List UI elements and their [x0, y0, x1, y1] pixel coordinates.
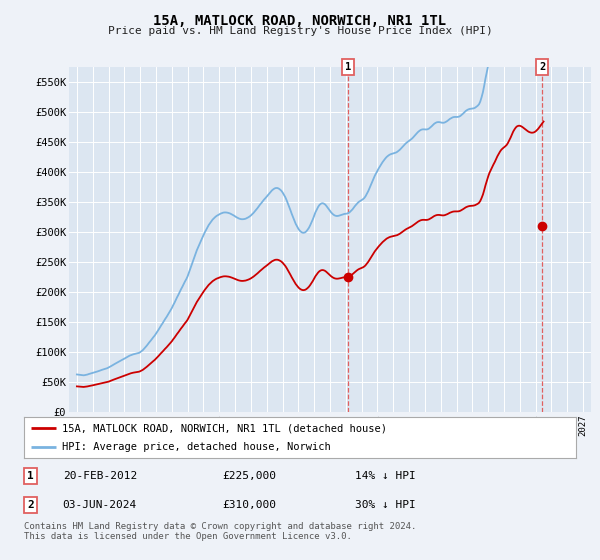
Text: 15A, MATLOCK ROAD, NORWICH, NR1 1TL: 15A, MATLOCK ROAD, NORWICH, NR1 1TL	[154, 14, 446, 28]
Text: Price paid vs. HM Land Registry's House Price Index (HPI): Price paid vs. HM Land Registry's House …	[107, 26, 493, 36]
Text: HPI: Average price, detached house, Norwich: HPI: Average price, detached house, Norw…	[62, 442, 330, 452]
Text: 20-FEB-2012: 20-FEB-2012	[62, 471, 137, 481]
Text: 1: 1	[345, 62, 351, 72]
Text: 03-JUN-2024: 03-JUN-2024	[62, 500, 137, 510]
Text: 2: 2	[539, 62, 545, 72]
Text: 15A, MATLOCK ROAD, NORWICH, NR1 1TL (detached house): 15A, MATLOCK ROAD, NORWICH, NR1 1TL (det…	[62, 423, 386, 433]
Text: 1: 1	[27, 471, 34, 481]
Text: £310,000: £310,000	[223, 500, 277, 510]
Text: £225,000: £225,000	[223, 471, 277, 481]
Text: 14% ↓ HPI: 14% ↓ HPI	[355, 471, 416, 481]
Text: Contains HM Land Registry data © Crown copyright and database right 2024.
This d: Contains HM Land Registry data © Crown c…	[24, 522, 416, 542]
Text: 30% ↓ HPI: 30% ↓ HPI	[355, 500, 416, 510]
Text: 2: 2	[27, 500, 34, 510]
